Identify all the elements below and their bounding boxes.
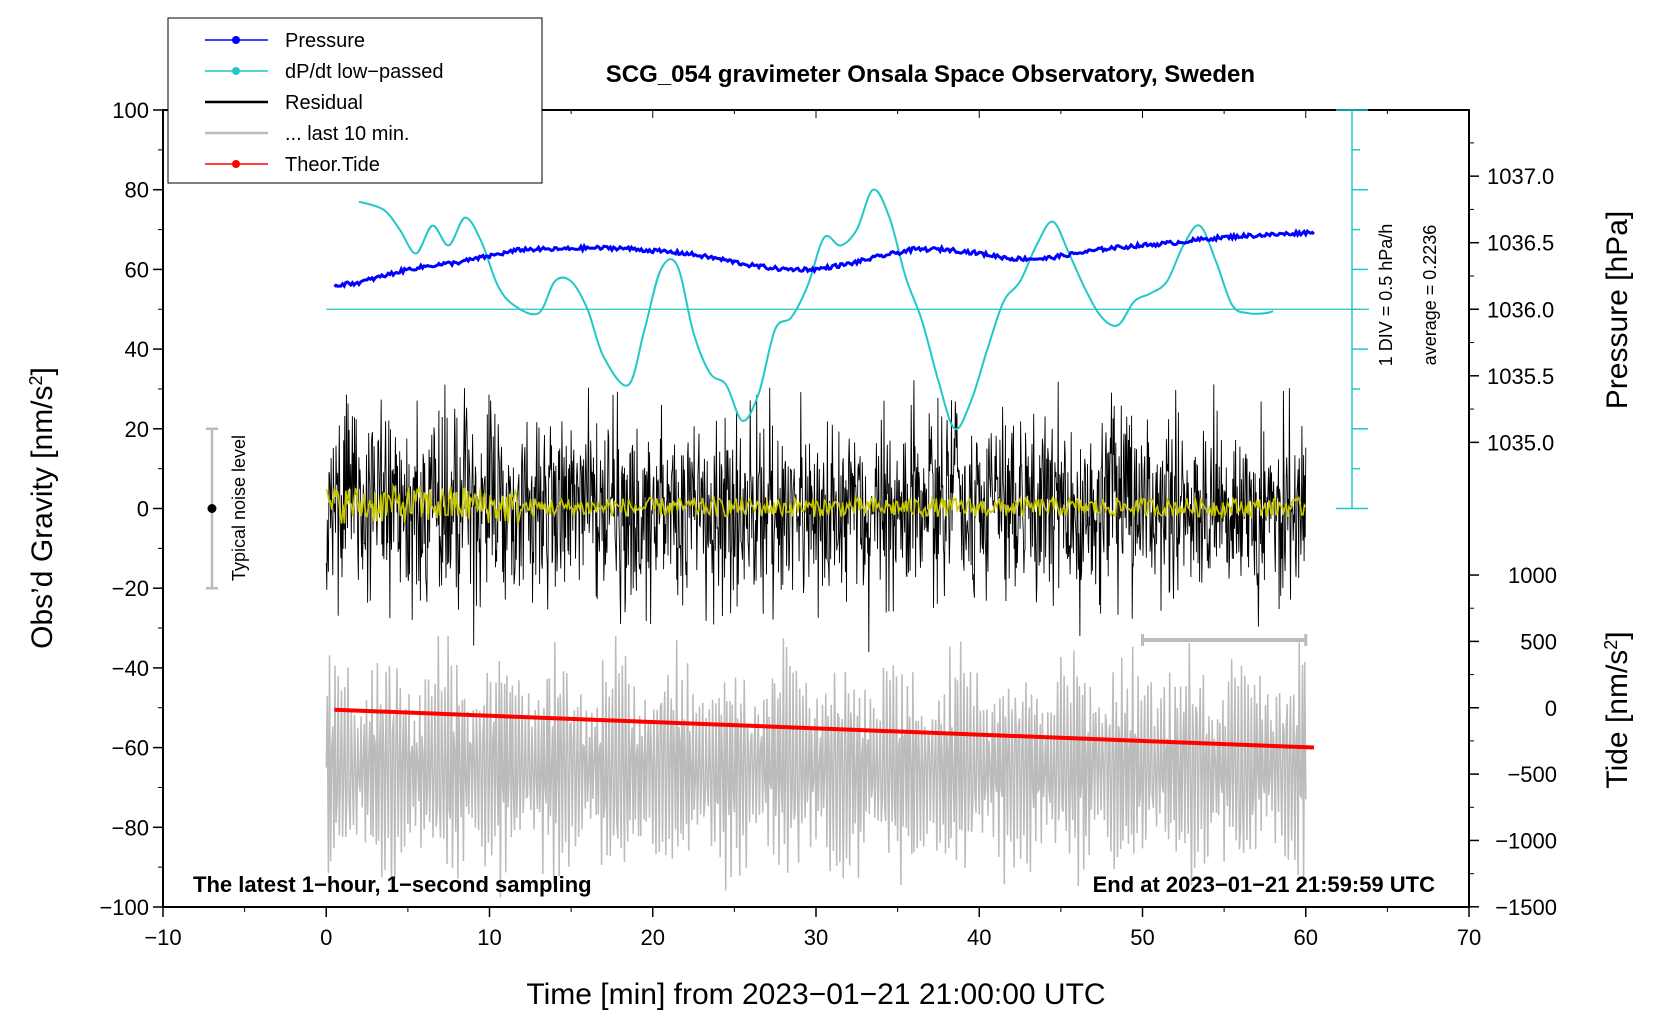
legend-label: dP/dt low−passed <box>285 61 443 83</box>
legend-marker <box>232 36 240 44</box>
pressure-tick-label: 1037.0 <box>1487 164 1554 189</box>
tide-tick-label: −1000 <box>1495 828 1557 853</box>
x-tick-label: 60 <box>1294 925 1318 950</box>
tide-tick-label: −500 <box>1507 762 1557 787</box>
x-tick-label: 50 <box>1130 925 1154 950</box>
y-tick-label: 80 <box>125 178 149 203</box>
y-tick-label: 60 <box>125 257 149 282</box>
x-tick-label: 20 <box>641 925 665 950</box>
x-axis-label: Time [min] from 2023−01−21 21:00:00 UTC <box>526 978 1105 1011</box>
pressure-tick-label: 1036.5 <box>1487 231 1554 256</box>
x-tick-label: 40 <box>967 925 991 950</box>
y-tick-label: −60 <box>112 736 149 761</box>
x-tick-label: 30 <box>804 925 828 950</box>
chart-title: SCG_054 gravimeter Onsala Space Observat… <box>606 61 1255 88</box>
series-layer <box>205 188 1369 898</box>
y-tick-label: 100 <box>112 98 149 123</box>
dpdt-line <box>358 188 1274 431</box>
pressure-axis-label: Pressure [hPa] <box>1601 211 1634 409</box>
y-tick-label: −20 <box>112 576 149 601</box>
y-tick-label: 20 <box>125 417 149 442</box>
y-tick-label: −40 <box>112 656 149 681</box>
legend-marker <box>232 160 240 168</box>
y-tick-label: −100 <box>99 895 149 920</box>
legend-box <box>167 17 543 184</box>
pressure-tick-label: 1035.0 <box>1487 430 1554 455</box>
tide-tick-label: 500 <box>1520 629 1557 654</box>
footer-left-note: The latest 1−hour, 1−second sampling <box>193 872 592 897</box>
tide-tick-label: −1500 <box>1495 895 1557 920</box>
legend-label: Residual <box>285 92 363 114</box>
tide-tick-label: 0 <box>1545 696 1557 721</box>
y-tick-label: 0 <box>137 497 149 522</box>
smoothed-residual-line <box>325 485 1307 525</box>
div-label: 1 DIV = 0.5 hPa/h <box>1376 224 1396 367</box>
residual-line <box>325 380 1307 653</box>
x-tick-label: −10 <box>144 925 181 950</box>
tide-axis-label: Tide [nm/s2] <box>1601 631 1634 788</box>
legend-label: Pressure <box>285 30 365 52</box>
pressure-tick-label: 1035.5 <box>1487 364 1554 389</box>
average-label: average = 0.2236 <box>1420 225 1440 366</box>
axes-ticks: −10 0 10 20 30 40 50 60 70100806040200−20−40−60−… <box>99 98 1557 950</box>
pressure-tick-label: 1036.0 <box>1487 297 1554 322</box>
x-tick-label: 10 <box>477 925 501 950</box>
x-tick-label: 0 <box>320 925 332 950</box>
y-tick-label: 40 <box>125 337 149 362</box>
y-axis-label: Obs’d Gravity [nm/s2] <box>26 367 59 649</box>
noise-level-dot <box>207 504 217 513</box>
pressure-line <box>333 228 1315 289</box>
y-tick-label: −80 <box>112 815 149 840</box>
noise-level-label: Typical noise level <box>229 435 249 581</box>
x-tick-label: 70 <box>1457 925 1481 950</box>
legend-label: Theor.Tide <box>285 154 380 176</box>
legend-marker <box>232 67 240 75</box>
tide-tick-label: 1000 <box>1508 563 1557 588</box>
legend-label: ... last 10 min. <box>285 123 410 145</box>
theoretical-tide-line <box>334 707 1314 750</box>
legend: Pressure dP/dt low−passed Residual ... last… <box>167 17 543 184</box>
last-10-min-line <box>325 635 1307 898</box>
footer-right-note: End at 2023−01−21 21:59:59 UTC <box>1093 872 1436 897</box>
